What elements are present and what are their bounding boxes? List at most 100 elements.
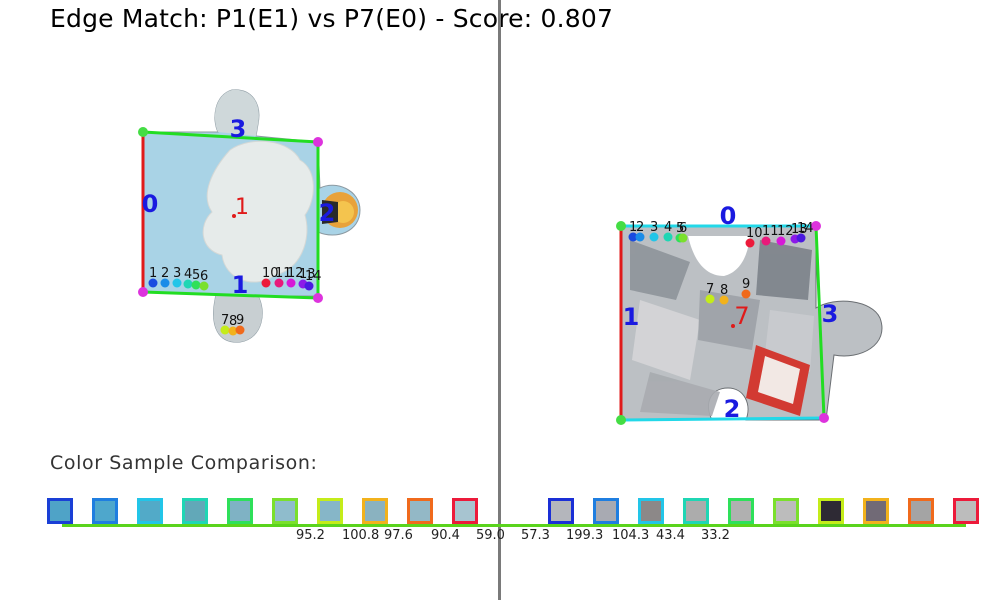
right-sample-label-13: 13 (791, 222, 808, 237)
right-swatch-8 (863, 498, 889, 524)
color-diff-9: 43.4 (656, 528, 685, 543)
right-sample-label-10: 10 (746, 226, 763, 241)
right-sample-label-4: 4 (664, 220, 672, 235)
color-diff-8: 104.3 (612, 528, 650, 543)
left-sample-label-13: 13 (299, 267, 316, 282)
right-sample-label-6: 6 (679, 221, 687, 236)
left-swatch-10 (452, 498, 478, 524)
color-diff-5: 59.0 (476, 528, 505, 543)
match-line (62, 524, 966, 527)
right-edge-label-0: 0 (720, 202, 737, 230)
left-sample-label-2: 2 (161, 266, 169, 281)
left-swatch-3 (137, 498, 163, 524)
left-sample-dot-11 (274, 278, 284, 288)
right-edge-label-2: 2 (724, 395, 741, 423)
right-sample-dot-12 (776, 236, 786, 246)
left-sample-dot-2 (160, 278, 170, 288)
right-swatch-3 (638, 498, 664, 524)
left-sample-dot-9 (235, 325, 245, 335)
right-sample-label-2: 2 (636, 220, 644, 235)
color-diff-3: 97.6 (384, 528, 413, 543)
left-swatch-4 (182, 498, 208, 524)
right-sample-label-1: 1 (629, 220, 637, 235)
left-swatch-1 (47, 498, 73, 524)
color-diff-4: 90.4 (431, 528, 460, 543)
right-sample-dot-8 (719, 295, 729, 305)
right-sample-dot-14 (796, 233, 806, 243)
left-sample-dot-14 (304, 281, 314, 291)
right-edge-2 (620, 416, 825, 422)
right-sample-dot-11 (761, 236, 771, 246)
left-piece-id: 1 (235, 195, 249, 220)
right-sample-label-3: 3 (650, 220, 658, 235)
right-swatch-5 (728, 498, 754, 524)
left-edge-3 (142, 130, 319, 144)
left-sample-label-12: 12 (287, 266, 304, 281)
left-sample-dot-1 (148, 278, 158, 288)
left-sample-label-4: 4 (184, 267, 192, 282)
right-swatch-1 (548, 498, 574, 524)
right-sample-label-11: 11 (762, 224, 779, 239)
color-diff-10: 33.2 (701, 528, 730, 543)
left-swatch-5 (227, 498, 253, 524)
left-sample-label-14: 14 (305, 269, 322, 284)
left-swatch-7 (317, 498, 343, 524)
right-sample-label-14: 14 (797, 221, 814, 236)
right-edge-label-3: 3 (822, 300, 839, 328)
left-sample-dot-12 (286, 278, 296, 288)
right-swatch-7 (818, 498, 844, 524)
left-sample-dot-7 (220, 325, 230, 335)
color-diff-7: 199.3 (566, 528, 604, 543)
left-swatch-6 (272, 498, 298, 524)
window-title: Edge Match: P1(E1) vs P7(E0) - Score: 0.… (50, 4, 614, 33)
left-edge-label-3: 3 (230, 115, 247, 143)
left-sample-label-3: 3 (173, 266, 181, 281)
left-swatch-9 (407, 498, 433, 524)
right-sample-label-12: 12 (777, 224, 794, 239)
right-sample-dot-10 (745, 238, 755, 248)
right-sample-dot-1 (628, 232, 638, 242)
right-swatch-4 (683, 498, 709, 524)
left-sample-dot-6 (199, 281, 209, 291)
left-piece-cloud (202, 140, 314, 283)
left-sample-dot-8 (228, 326, 238, 336)
right-swatch-9 (908, 498, 934, 524)
right-sample-label-5: 5 (676, 221, 684, 236)
right-edge-label-1: 1 (623, 303, 640, 331)
left-sample-dot-4 (183, 279, 193, 289)
left-sample-label-10: 10 (262, 266, 279, 281)
vertical-divider (498, 0, 501, 600)
left-edge-label-1: 1 (232, 271, 249, 299)
left-sample-dot-10 (261, 278, 271, 288)
right-sample-dot-3 (649, 232, 659, 242)
right-sample-dot-9 (741, 289, 751, 299)
right-swatch-10 (953, 498, 979, 524)
left-edge-label-2: 2 (319, 199, 336, 227)
left-swatch-2 (92, 498, 118, 524)
color-diff-2: 100.8 (342, 528, 380, 543)
right-piece-id: 7 (734, 302, 749, 330)
color-diff-1: 95.2 (296, 528, 325, 543)
right-swatch-6 (773, 498, 799, 524)
right-edge-3 (814, 225, 826, 419)
color-diff-6: 57.3 (521, 528, 550, 543)
right-sample-dot-2 (635, 232, 645, 242)
left-sample-label-1: 1 (149, 266, 157, 281)
left-sample-dot-3 (172, 278, 182, 288)
right-sample-label-7: 7 (706, 282, 714, 297)
color-sample-label: Color Sample Comparison: (50, 452, 318, 474)
left-sample-label-9: 9 (236, 313, 244, 328)
right-sample-label-8: 8 (720, 283, 728, 298)
right-sample-label-9: 9 (742, 277, 750, 292)
left-sample-label-5: 5 (192, 268, 200, 283)
right-sample-dot-7 (705, 294, 715, 304)
left-sample-label-8: 8 (229, 314, 237, 329)
right-swatch-2 (593, 498, 619, 524)
right-sample-dot-4 (663, 232, 673, 242)
left-edge-label-0: 0 (142, 190, 159, 218)
